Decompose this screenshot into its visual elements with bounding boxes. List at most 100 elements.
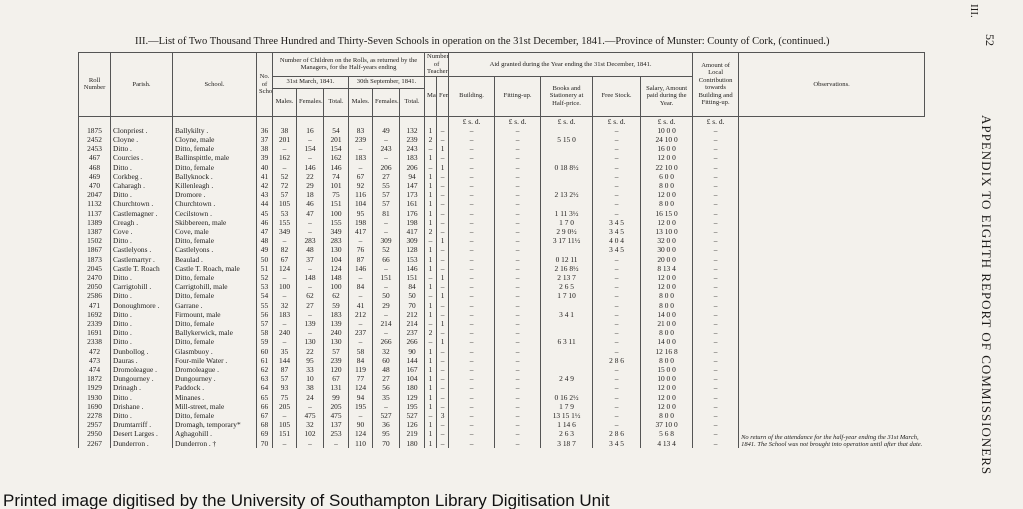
header: Free Stock. <box>592 75 642 117</box>
cell: 63 <box>256 374 273 384</box>
cell <box>540 328 593 338</box>
cell: – <box>436 392 449 402</box>
cell: – <box>494 171 541 181</box>
cell: 148 <box>323 272 349 283</box>
cell: – <box>494 318 541 329</box>
cell: 2453 <box>78 144 111 154</box>
cell: 2338 <box>78 337 111 347</box>
cell: 14 0 0 <box>640 309 693 319</box>
cell: – <box>448 171 495 181</box>
cell: – <box>494 282 541 292</box>
cell: 27 <box>372 171 400 181</box>
cell: Cloyne . <box>110 134 173 145</box>
cell: – <box>692 282 739 292</box>
cell: 471 <box>78 300 111 310</box>
cell: 266 <box>372 337 400 347</box>
cell: – <box>494 254 541 264</box>
cell: 2267 <box>78 438 111 448</box>
cell: 201 <box>323 134 349 145</box>
row: 1872 Dungourney . Dungourney . 63 57 10 67 77 27… <box>78 374 925 384</box>
cell: 68 <box>256 420 273 430</box>
cell: 1 <box>424 199 437 209</box>
cell: – <box>436 226 449 237</box>
cell: 57 <box>256 318 273 329</box>
cell: – <box>592 411 641 421</box>
cell: – <box>296 134 324 145</box>
cell: Ditto, female <box>172 162 257 172</box>
cell: – <box>692 144 739 154</box>
cell: 1 <box>424 254 437 264</box>
cell: 239 <box>323 355 349 365</box>
cell: 67 <box>256 411 273 421</box>
cell: 46 <box>296 199 324 209</box>
cell: 198 <box>348 217 373 227</box>
cell: 39 <box>256 153 273 163</box>
cell <box>424 116 437 126</box>
cell: – <box>692 263 739 273</box>
cell: – <box>494 401 541 411</box>
cell: 1 <box>424 374 437 384</box>
cell: – <box>372 134 400 145</box>
cell: 2 8 6 <box>592 355 641 365</box>
cell: Skibbereen, male <box>172 217 257 227</box>
cell: – <box>272 144 297 154</box>
cell: – <box>448 392 495 402</box>
cell: – <box>448 282 495 292</box>
cell: – <box>494 263 541 273</box>
cell: – <box>424 162 437 172</box>
cell: 66 <box>256 401 273 411</box>
cell: 47 <box>256 226 273 237</box>
cell: 214 <box>398 318 425 329</box>
cell: Ditto . <box>110 318 173 329</box>
cell: – <box>372 217 400 227</box>
cell: Castlelyons . <box>110 245 173 255</box>
cell: 12 0 0 <box>640 217 693 227</box>
cell: – <box>348 144 373 154</box>
cell: 70 <box>372 438 400 448</box>
cell: 155 <box>323 217 349 227</box>
cell: 240 <box>272 328 297 338</box>
cell: Castle T. Roach <box>110 263 173 273</box>
cell: 1875 <box>78 125 111 135</box>
cell: 44 <box>256 199 273 209</box>
cell: Ditto . <box>110 291 173 301</box>
cell: 16 <box>296 125 324 135</box>
cell: – <box>692 364 739 375</box>
cell: 82 <box>272 245 297 255</box>
cell: 110 <box>348 438 373 448</box>
cell: – <box>448 291 495 301</box>
cell: – <box>448 125 495 135</box>
cell: 1 7 0 <box>540 217 593 227</box>
cell: – <box>592 254 641 264</box>
cell: 0 18 8½ <box>540 162 593 172</box>
cell: – <box>692 392 739 402</box>
cell: – <box>436 199 449 209</box>
cell: 36 <box>372 420 400 430</box>
cell: 167 <box>398 364 425 375</box>
cell: 74 <box>323 171 349 181</box>
cell: 32 <box>296 420 324 430</box>
cell: – <box>494 309 541 319</box>
cell: 1387 <box>78 226 111 237</box>
cell: Cecilstown . <box>172 208 257 218</box>
cell: 12 0 0 <box>640 190 693 200</box>
row: 2950 Desert Larges . Aghagohill . 69 151 102 2… <box>78 429 925 439</box>
cell: 50 <box>256 254 273 264</box>
cell: 58 <box>348 346 373 356</box>
cell: 4 13 4 <box>640 438 693 448</box>
row: 2045 Castle T. Roach Castle T. Roach, male… <box>78 263 925 273</box>
cell: 90 <box>348 420 373 430</box>
header: Building. <box>448 75 496 117</box>
cell: 38 <box>296 383 324 393</box>
cell: 53 <box>256 282 273 292</box>
header: Amount of Local Contribution towards Bui… <box>692 52 740 117</box>
header: Females. <box>372 87 400 117</box>
row: 1137 Castlemagner . Cecilstown . 45 53 47 100 9… <box>78 208 925 218</box>
cell: – <box>436 208 449 218</box>
cell: – <box>348 272 373 283</box>
cell: – <box>692 411 739 421</box>
row: 1690 Drishane . Mill-street, male 66 205–205… <box>78 401 925 411</box>
cell: 57 <box>372 199 400 209</box>
cell: Ditto, female <box>172 236 257 246</box>
